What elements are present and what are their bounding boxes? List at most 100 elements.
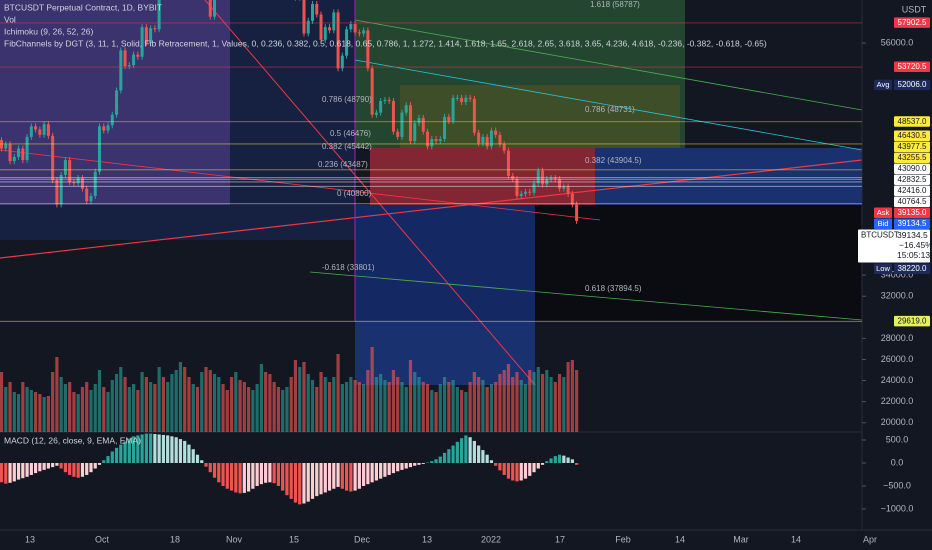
macd-bar xyxy=(319,463,323,495)
macd-bar xyxy=(157,434,161,463)
ichimoku-legend: Ichimoku (9, 26, 52, 26) xyxy=(4,26,93,36)
candle-body xyxy=(464,97,468,103)
macd-bar xyxy=(336,463,340,487)
macd-bar xyxy=(289,463,293,499)
candle-body xyxy=(38,129,42,135)
volume-bar xyxy=(477,377,481,432)
macd-bar xyxy=(302,463,306,504)
macd-bar xyxy=(417,463,421,465)
macd-bar xyxy=(315,463,319,497)
candle-body xyxy=(468,97,472,99)
macd-bar xyxy=(89,463,93,473)
price-tag xyxy=(894,141,930,153)
macd-bar xyxy=(63,463,68,473)
candle-body xyxy=(4,144,8,149)
macd-bar xyxy=(383,463,387,477)
volume-bar xyxy=(460,390,464,432)
currency-unit: USDT xyxy=(902,4,927,14)
zone xyxy=(355,205,862,321)
volume-bar xyxy=(63,384,68,432)
candle-body xyxy=(387,99,391,102)
candle-body xyxy=(149,28,153,43)
macd-bar xyxy=(174,437,178,463)
macd-bar xyxy=(21,463,25,479)
macd-bar xyxy=(187,444,191,463)
candle-body xyxy=(438,139,442,142)
candle-body xyxy=(42,124,46,135)
macd-bar xyxy=(212,463,217,478)
candle-body xyxy=(153,28,157,30)
macd-bar xyxy=(285,463,289,496)
macd-bar xyxy=(570,459,574,463)
macd-bar xyxy=(391,463,396,474)
macd-bar xyxy=(251,463,255,489)
price-tag xyxy=(894,218,930,230)
tag-value: 43090.0 xyxy=(898,164,927,173)
macd-bar xyxy=(8,463,12,483)
macd-bar xyxy=(80,463,85,477)
candle-body xyxy=(451,97,455,122)
candle-body xyxy=(430,139,434,147)
time-tick-label: Oct xyxy=(95,534,110,544)
volume-bar xyxy=(12,392,16,432)
volume-bar xyxy=(485,387,489,432)
macd-bar xyxy=(42,463,46,470)
tag-name: Ask xyxy=(877,208,890,217)
volume-bar xyxy=(383,380,387,432)
macd-bar xyxy=(468,437,472,463)
candle-body xyxy=(477,132,481,144)
macd-bar xyxy=(447,449,451,463)
macd-bar xyxy=(523,463,528,479)
volume-bar xyxy=(166,382,170,432)
price-tag xyxy=(894,185,930,197)
macd-bar xyxy=(340,463,344,489)
candle-body xyxy=(29,126,33,137)
volume-bar xyxy=(238,380,242,432)
tag-value: 39134.5 xyxy=(898,219,927,228)
candle-body xyxy=(123,50,127,67)
volume-bar xyxy=(55,357,59,432)
candle-body xyxy=(323,27,327,40)
fib-label: 0.786 (48790) xyxy=(322,95,372,104)
volume-bar xyxy=(80,387,85,432)
tag-change: −16.45% xyxy=(899,240,932,250)
volume-bar xyxy=(413,372,417,432)
volume-bar xyxy=(447,382,451,432)
volume-bar xyxy=(472,372,476,432)
volume-bar xyxy=(16,394,21,432)
volume-bar xyxy=(425,384,430,432)
volume-bar xyxy=(4,387,8,432)
volume-legend: Vol xyxy=(4,14,16,24)
volume-bar xyxy=(225,390,229,432)
candle-body xyxy=(434,139,438,142)
time-tick-label: 17 xyxy=(555,534,565,544)
volume-bar xyxy=(29,390,33,432)
macd-bar xyxy=(221,463,225,486)
candle-body xyxy=(383,99,387,102)
volume-bar xyxy=(315,387,319,432)
volume-bar xyxy=(93,384,97,432)
volume-bar xyxy=(8,382,12,432)
candle-body xyxy=(89,195,93,202)
macd-bar xyxy=(272,463,276,484)
candle-body xyxy=(566,186,570,194)
volume-bar xyxy=(323,377,327,432)
volume-bar xyxy=(404,387,408,432)
macd-bar xyxy=(575,463,579,465)
macd-bar xyxy=(357,463,361,489)
fib-line xyxy=(354,19,862,111)
fib-line xyxy=(309,271,862,321)
macd-bar xyxy=(374,463,378,481)
volume-bar xyxy=(515,372,519,432)
candle-body xyxy=(455,97,459,99)
macd-bar xyxy=(485,454,489,463)
candle-body xyxy=(102,126,106,131)
macd-bar xyxy=(25,463,29,477)
macd-bar xyxy=(191,449,195,463)
volume-bar xyxy=(327,382,332,432)
macd-bar xyxy=(515,463,519,482)
macd-bar xyxy=(106,456,110,463)
volume-bar xyxy=(251,390,255,432)
macd-bar xyxy=(4,463,8,484)
volume-bar xyxy=(234,372,238,432)
